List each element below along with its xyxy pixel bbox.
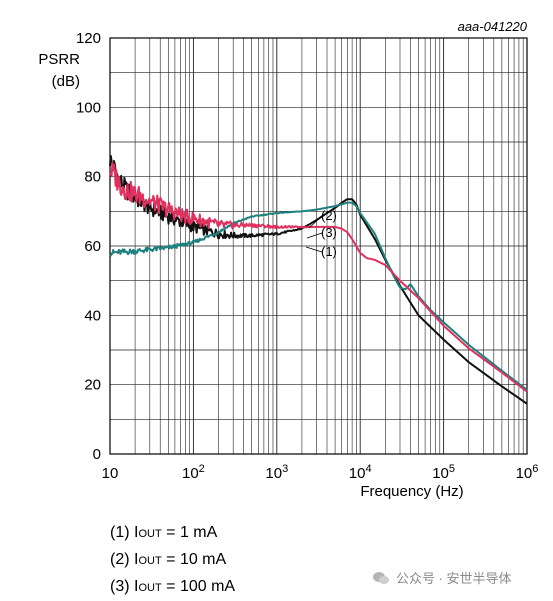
callout-label: (1): [321, 244, 337, 259]
callout-leader: [305, 246, 323, 253]
x-tick-label: 10: [102, 465, 119, 482]
legend-sub: OUT: [138, 555, 162, 567]
y-tick-label: 0: [93, 446, 101, 463]
tick-layer: 0 20 40 60 80 100 120 10 102 103 104 105 106: [76, 30, 538, 482]
legend-num: (3): [110, 578, 130, 595]
figure-id: aaa-041220: [458, 19, 528, 34]
wechat-icon: [373, 571, 389, 584]
plot-frame: [109, 37, 528, 455]
y-tick-label: 40: [84, 307, 101, 324]
legend-item: (1) IOUT = 1 mA: [110, 520, 235, 547]
callout-leader: [308, 215, 323, 229]
watermark: 公众号 · 安世半导体: [372, 568, 512, 587]
y-tick-label: 20: [84, 377, 101, 394]
callout-leader: [306, 232, 323, 239]
watermark-text: 公众号 · 安世半导体: [396, 571, 512, 586]
y-axis-title-line1: PSRR: [38, 51, 80, 68]
legend-value: = 100 mA: [161, 578, 236, 595]
legend-value: = 1 mA: [161, 524, 218, 541]
y-tick-label: 100: [76, 99, 101, 116]
y-tick-label: 80: [84, 169, 101, 186]
x-tick-label: 105: [432, 463, 455, 482]
legend-prefix: I: [134, 551, 139, 568]
series-line: [109, 161, 528, 393]
callout-label: (3): [321, 225, 337, 240]
psrr-chart: (2) (3) (1) 0 20 40 60 80 100 120 10 102 103 104 105 1…: [38, 19, 538, 500]
legend-item: (3) IOUT = 100 mA: [110, 574, 235, 601]
legend: (1) IOUT = 1 mA (2) IOUT = 10 mA (3) IOU…: [110, 520, 235, 601]
x-tick-label: 104: [349, 463, 372, 482]
x-tick-label: 106: [516, 463, 539, 482]
legend-value: = 10 mA: [161, 551, 227, 568]
x-tick-label: 103: [265, 463, 288, 482]
series-layer: [109, 154, 528, 405]
y-tick-label: 120: [76, 30, 101, 47]
callout-layer: (2) (3) (1): [305, 208, 337, 259]
legend-num: (2): [110, 551, 130, 568]
callout-label: (2): [321, 208, 337, 223]
x-tick-label: 102: [182, 463, 205, 482]
legend-sub: OUT: [138, 528, 162, 540]
x-axis-title: Frequency (Hz): [360, 483, 463, 500]
series-line: [109, 154, 528, 405]
legend-prefix: I: [134, 578, 139, 595]
legend-sub: OUT: [138, 582, 162, 594]
legend-prefix: I: [134, 524, 139, 541]
y-axis-title-line2: (dB): [52, 73, 80, 90]
legend-item: (2) IOUT = 10 mA: [110, 547, 235, 574]
series-line: [109, 201, 528, 391]
legend-num: (1): [110, 524, 130, 541]
y-tick-label: 60: [84, 238, 101, 255]
